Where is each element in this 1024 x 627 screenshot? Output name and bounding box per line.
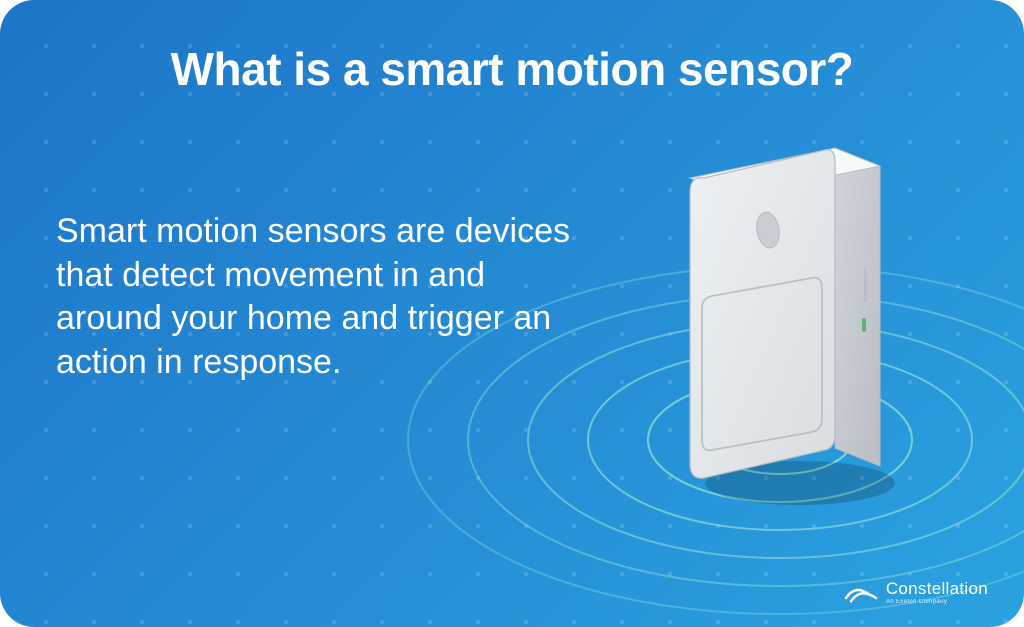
logo-name: Constellation: [886, 580, 988, 597]
headline: What is a smart motion sensor?: [0, 42, 1024, 96]
brand-logo: Constellation An Exelon Company: [844, 580, 988, 605]
description: Smart motion sensors are devices that de…: [56, 210, 596, 384]
logo-mark-icon: [844, 583, 878, 603]
infographic-card: What is a smart motion sensor? Smart mot…: [0, 0, 1024, 627]
motion-sensor-illustration: [650, 118, 930, 508]
logo-tagline: An Exelon Company: [886, 599, 988, 605]
